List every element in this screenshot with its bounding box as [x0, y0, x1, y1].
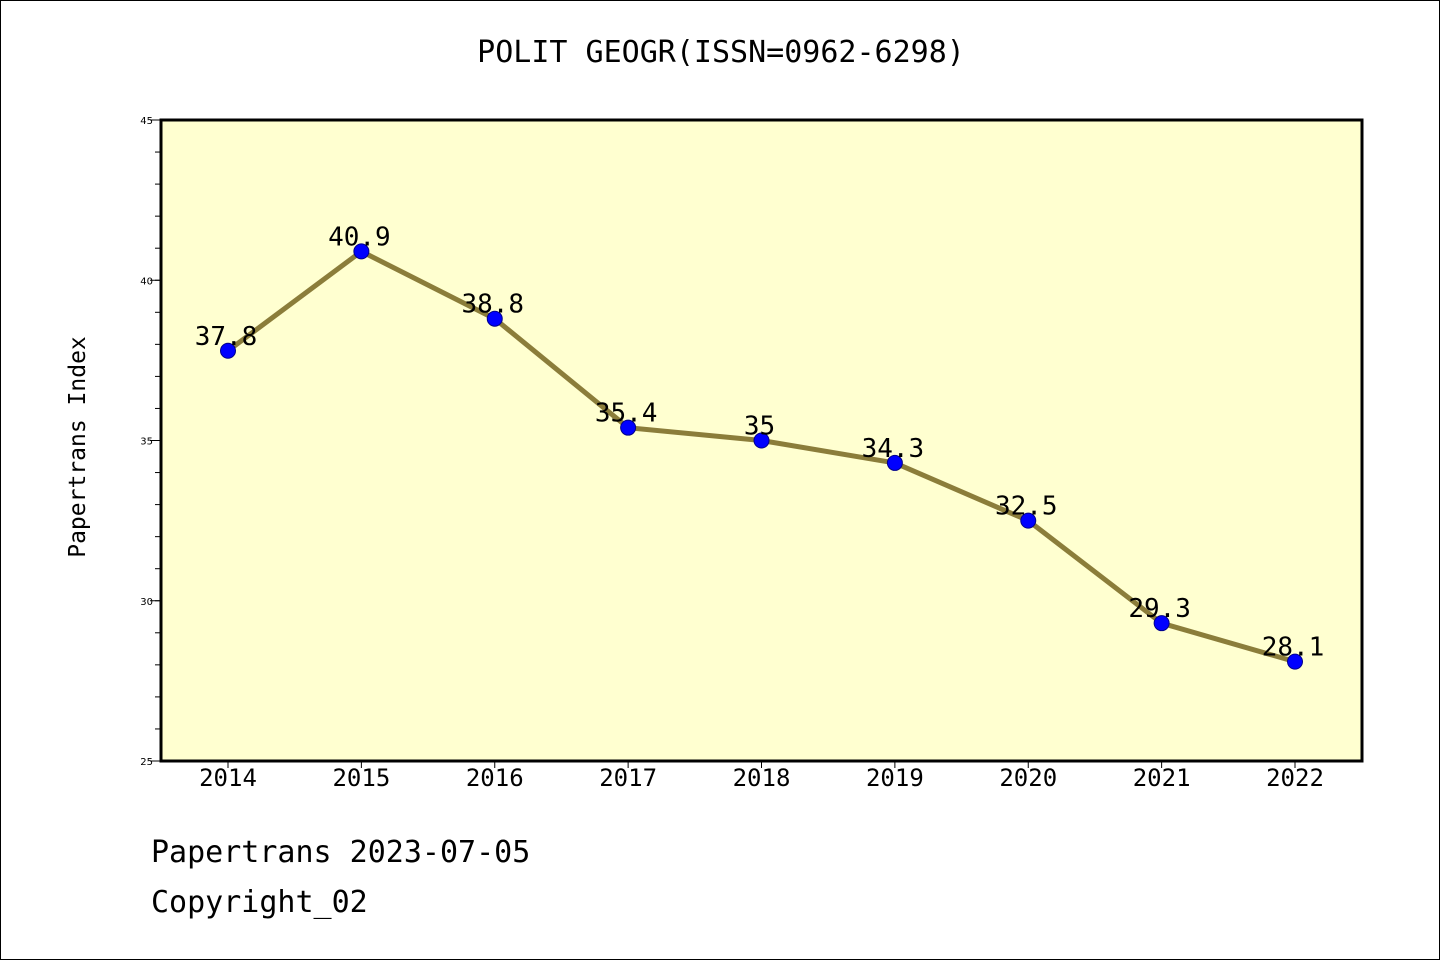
data-label: 32.5 [995, 492, 1058, 522]
x-tick-label: 2018 [733, 764, 791, 792]
data-labels: 37.8 40.9 38.8 35.4 35 34.3 32.5 29.3 28.1 [195, 222, 1325, 662]
data-point [620, 419, 637, 436]
x-tick-label: 2019 [866, 764, 924, 792]
y-tick-label: 45 [140, 116, 153, 127]
footer-date: Papertrans 2023-07-05 [151, 835, 531, 870]
plot-frame [159, 118, 1364, 763]
data-point [1020, 512, 1037, 529]
y-axis-label: Papertrans Index [65, 336, 91, 558]
data-point [220, 342, 236, 359]
data-label: 34.3 [862, 434, 925, 464]
x-axis-ticks: 2014 2015 2016 2017 2018 2019 2020 2021 2022 [199, 761, 1324, 792]
data-point [1287, 653, 1303, 670]
data-label: 35.4 [595, 399, 658, 429]
x-tick-label: 2022 [1266, 764, 1324, 792]
x-tick-label: 2020 [999, 764, 1057, 792]
y-tick-label: 35 [140, 437, 153, 448]
chart-title: POLIT GEOGR(ISSN=0962-6298) [477, 35, 965, 70]
data-label: 40.9 [328, 222, 391, 252]
data-point [486, 310, 503, 327]
y-tick-label: 40 [140, 276, 153, 287]
data-label: 28.1 [1262, 633, 1325, 663]
y-axis-ticks: 25 30 35 40 45 [140, 116, 161, 768]
x-tick-label: 2021 [1133, 764, 1191, 792]
data-label: 29.3 [1128, 594, 1191, 624]
x-tick-label: 2016 [466, 764, 524, 792]
data-markers [220, 243, 1303, 670]
data-label: 38.8 [461, 290, 524, 320]
data-point [1153, 615, 1170, 632]
data-label: 37.8 [195, 322, 258, 352]
x-tick-label: 2014 [199, 764, 257, 792]
data-label: 35 [744, 412, 775, 442]
footer-copyright: Copyright_02 [151, 885, 368, 920]
x-tick-label: 2017 [599, 764, 657, 792]
y-tick-label: 25 [140, 757, 153, 768]
data-point [753, 432, 770, 449]
x-tick-label: 2015 [332, 764, 390, 792]
data-point [886, 454, 903, 471]
y-tick-label: 30 [140, 597, 153, 608]
data-point [353, 243, 370, 260]
